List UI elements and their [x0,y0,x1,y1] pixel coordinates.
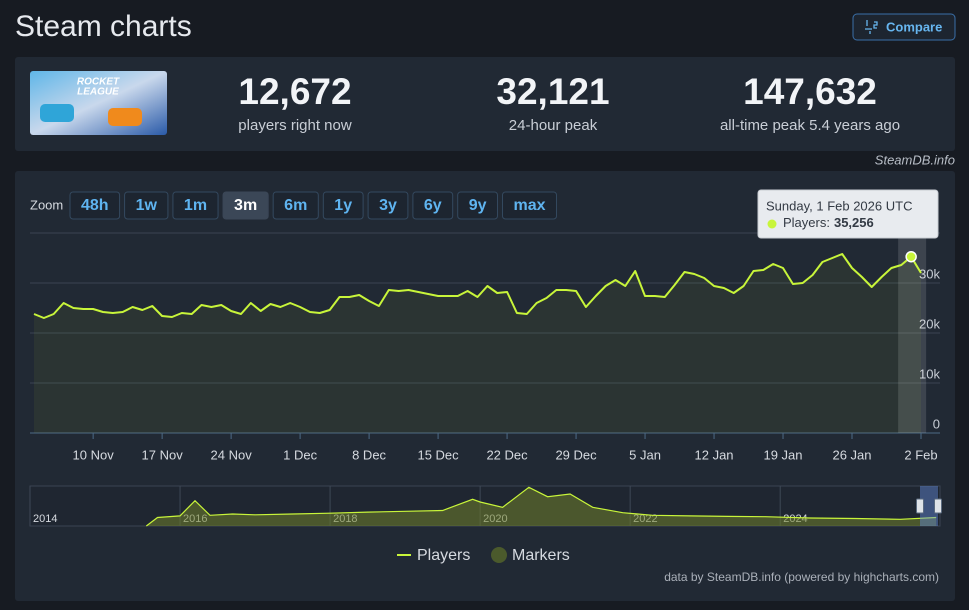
page-title: Steam charts [15,10,192,43]
zoom-button[interactable]: 1m [172,191,219,220]
navigator-handle[interactable] [934,498,942,514]
tooltip-value: 35,256 [834,215,874,230]
compare-button-box[interactable] [852,13,956,41]
stat-label: players right now [238,117,352,134]
y-tick-label: 20k [919,316,940,331]
zoom-button[interactable]: 6m [272,191,319,220]
zoom-button[interactable]: 6y [412,191,454,220]
zoom-button-box[interactable] [322,191,364,220]
compare-icon [865,20,878,34]
zoom-button[interactable]: 1w [124,191,169,220]
x-tick-label: 22 Dec [486,447,528,462]
x-tick-label: 17 Nov [142,447,184,462]
zoom-button-box[interactable] [124,191,169,220]
stat-value: 32,121 [496,71,609,112]
line [33,253,922,319]
zoom-button-box[interactable] [412,191,454,220]
legend-label[interactable]: Players [417,547,470,564]
tooltip-dot [767,219,777,229]
x-tick-label: 12 Jan [695,447,734,462]
y-tick-label: 0 [933,416,940,431]
stat-value: 12,672 [238,71,351,112]
zoom-button-box[interactable] [272,191,319,220]
game-image: ROCKET LEAGUE [30,71,167,135]
y-tick-label: 10k [919,366,940,381]
hover-point [905,250,917,263]
legend-label[interactable]: Markers [512,547,570,564]
x-tick-label: 2 Feb [904,447,937,462]
stat-label: all-time peak 5.4 years ago [720,117,900,134]
car-shape [40,104,74,122]
x-tick-label: 19 Jan [763,447,802,462]
x-tick-label: 24 Nov [211,447,253,462]
legend-item[interactable]: Markers [491,547,570,564]
zoom-button[interactable]: 1y [322,191,364,220]
x-tick-label: 5 Jan [629,447,661,462]
compare-label[interactable]: Compare [886,19,942,34]
stats-panel [15,57,955,151]
tooltip-date: Sunday, 1 Feb 2026 UTC [766,198,912,213]
zoom-button[interactable]: 3m [222,191,269,220]
zoom-button-box[interactable] [172,191,219,220]
legend-item[interactable]: Players [397,547,470,564]
navigator-area [146,487,937,526]
zoom-button-box[interactable] [457,191,498,220]
zoom-label: Zoom [30,197,63,212]
compare-button[interactable]: Compare [852,13,956,41]
x-tick-label: 1 Dec [283,447,317,462]
zoom-button-box[interactable] [367,191,409,220]
zoom-button[interactable]: 3y [367,191,409,220]
logo-text: ROCKET [77,77,120,88]
zoom-button-label[interactable]: 1w [136,197,158,214]
tooltip-label: Players: [783,215,830,230]
zoom-button-label[interactable]: 6y [424,197,442,214]
zoom-button-label[interactable]: 3y [379,197,397,214]
hover-band [898,233,927,433]
tooltip: Sunday, 1 Feb 2026 UTC Players: 35,256 [757,189,939,239]
zoom-button-box[interactable] [222,191,269,220]
zoom-button-box[interactable] [69,191,121,220]
x-tick-label: 8 Dec [352,447,386,462]
x-tick-label: 29 Dec [555,447,597,462]
zoom-button-label[interactable]: 1y [334,197,352,214]
zoom-button-label[interactable]: 3m [234,197,257,214]
stat-value: 147,632 [743,71,877,112]
zoom-button-box[interactable] [501,191,558,220]
logo-text: LEAGUE [77,87,119,98]
x-tick-label: 15 Dec [417,447,459,462]
tooltip-line: Players: 35,256 [783,215,874,230]
legend-marker [491,547,507,563]
zoom-button[interactable]: max [501,191,558,220]
area [34,254,921,433]
zoom-button-label[interactable]: 6m [284,197,307,214]
navigator-selection [920,486,938,526]
zoom-button-label[interactable]: 48h [81,197,109,214]
zoom-button[interactable]: 9y [457,191,498,220]
zoom-button[interactable]: 48h [69,191,121,220]
x-tick-label: 10 Nov [73,447,115,462]
navigator-line [145,486,937,527]
navigator-handle[interactable] [916,498,924,514]
zoom-button-label[interactable]: 1m [184,197,207,214]
tooltip-box [757,189,939,239]
y-tick-label: 30k [919,266,940,281]
chart-credits: data by SteamDB.info (powered by highcha… [664,570,939,584]
zoom-button-label[interactable]: max [513,197,545,214]
car-shape [108,108,142,126]
stat-label: 24-hour peak [509,117,598,134]
zoom-button-label[interactable]: 9y [469,197,487,214]
steamdb-credit: SteamDB.info [875,152,955,167]
x-tick-label: 26 Jan [832,447,871,462]
navigator-tick-label: 2014 [33,513,57,525]
